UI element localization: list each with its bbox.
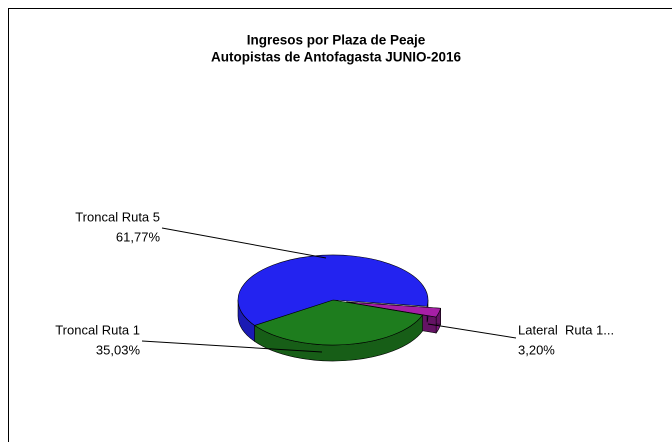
leader-line — [161, 227, 327, 259]
chart-title: Ingresos por Plaza de Peaje — [247, 33, 426, 48]
slice-label: Troncal Ruta 5 — [75, 209, 160, 224]
value-label: 61,77% — [116, 229, 161, 244]
leader-line — [141, 340, 323, 353]
slice — [237, 254, 429, 326]
slice — [346, 301, 442, 318]
chart-frame — [8, 8, 672, 442]
slice-label: Lateral Ruta 1... — [518, 322, 614, 337]
value-label: 3,20% — [518, 342, 555, 357]
slice — [253, 299, 424, 346]
leader-line — [427, 323, 517, 339]
chart-subtitle: Autopistas de Antofagasta JUNIO-2016 — [211, 50, 462, 65]
pie — [237, 254, 442, 362]
slice-label: Troncal Ruta 1 — [55, 322, 140, 337]
value-label: 35,03% — [96, 342, 141, 357]
